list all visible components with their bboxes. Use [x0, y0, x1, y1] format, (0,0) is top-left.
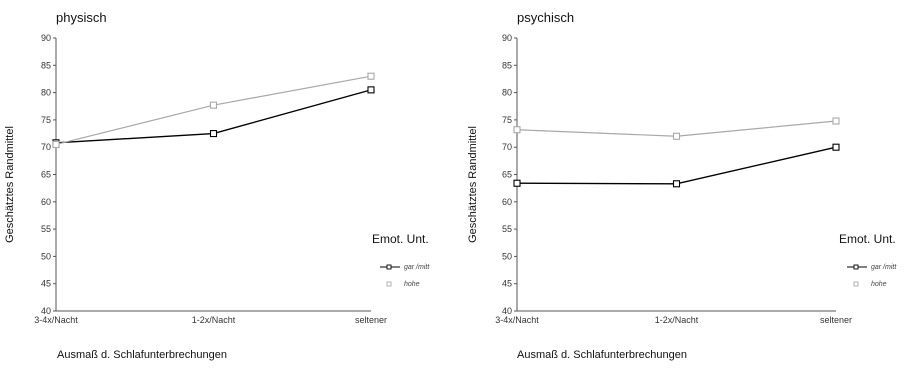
chart-1-x-tick-label: seltener: [355, 315, 387, 325]
chart-2-x-tick-label: 3-4x/Nacht: [495, 315, 539, 325]
chart-2-x-tick-label: 1-2x/Nacht: [655, 315, 699, 325]
chart-1-legend-title: Emot. Unt.: [372, 232, 429, 246]
chart-2-y-tick-label: 50: [502, 251, 512, 261]
chart-2-x-tick-label: seltener: [820, 315, 852, 325]
chart-1-y-tick-label: 60: [41, 197, 51, 207]
chart-1-y-tick-label: 45: [41, 279, 51, 289]
chart-2-y-tick-label: 90: [502, 33, 512, 43]
chart-2-y-tick-label: 45: [502, 279, 512, 289]
chart-2-title: psychisch: [517, 10, 574, 25]
chart-2-legend-title: Emot. Unt.: [839, 232, 896, 246]
chart-2-legend-label-2: hohe: [871, 281, 887, 288]
chart-2-y-tick-label: 40: [502, 306, 512, 316]
chart-2-series-1-point: [832, 143, 840, 151]
chart-2-y-tick-label: 70: [502, 142, 512, 152]
chart-1-y-tick-label: 40: [41, 306, 51, 316]
chart-2-series-2-point: [672, 132, 681, 140]
chart-2-legend-marker-2: [853, 281, 859, 287]
chart-1-y-tick-label: 85: [41, 60, 51, 70]
chart-2-series-2-point: [513, 126, 521, 134]
chart-2-y-tick-label: 85: [502, 60, 512, 70]
chart-2-series-1-point: [672, 180, 681, 188]
chart-2-legend-label-1: gar /mitt: [871, 264, 897, 271]
chart-1-y-tick-label: 90: [41, 33, 51, 43]
chart-2-series-1-line: [516, 146, 837, 185]
chart-2-x-axis-title: Ausmaß d. Schlafunterbrechungen: [517, 349, 687, 361]
chart-1-y-tick-label: 55: [41, 224, 51, 234]
chart-2-series-2-point: [832, 117, 840, 125]
chart-1-legend-label-1: gar /mitt: [404, 264, 430, 271]
chart-1-y-tick-label: 70: [41, 142, 51, 152]
chart-1-y-tick-label: 75: [41, 115, 51, 125]
chart-1-y-tick-label: 65: [41, 170, 51, 180]
chart-1-x-axis-title: Ausmaß d. Schlafunterbrechungen: [57, 349, 227, 361]
chart-1-y-tick-label: 50: [41, 251, 51, 261]
chart-1-series-1-point: [209, 130, 218, 138]
chart-1-legend-label-2: hohe: [404, 281, 420, 288]
chart-1-y-tick-label: 80: [41, 88, 51, 98]
chart-1-x-tick-label: 1-2x/Nacht: [192, 315, 236, 325]
chart-1-series-2-point: [367, 72, 375, 80]
chart-2-y-tick-label: 65: [502, 170, 512, 180]
chart-2-y-tick-label: 60: [502, 197, 512, 207]
chart-2-y-axis-title: Geschätztes Randmittel: [467, 126, 479, 243]
chart-1-legend-marker-2: [386, 281, 392, 287]
chart-2-y-tick-label: 75: [502, 115, 512, 125]
chart-1-series-2-point: [52, 140, 60, 149]
chart-2-legend-marker-1: [853, 264, 859, 270]
chart-2-y-tick-label: 55: [502, 224, 512, 234]
chart-1-legend-marker-1: [386, 264, 392, 270]
chart-1-y-axis-title: Geschätztes Randmittel: [4, 126, 16, 243]
chart-2-series-1-point: [513, 179, 521, 187]
chart-1-title: physisch: [56, 10, 107, 25]
chart-1-series-1-point: [367, 86, 375, 94]
chart-2-y-tick-label: 80: [502, 88, 512, 98]
chart-1-x-tick-label: 3-4x/Nacht: [34, 315, 78, 325]
chart-1-series-2-point: [209, 101, 218, 109]
